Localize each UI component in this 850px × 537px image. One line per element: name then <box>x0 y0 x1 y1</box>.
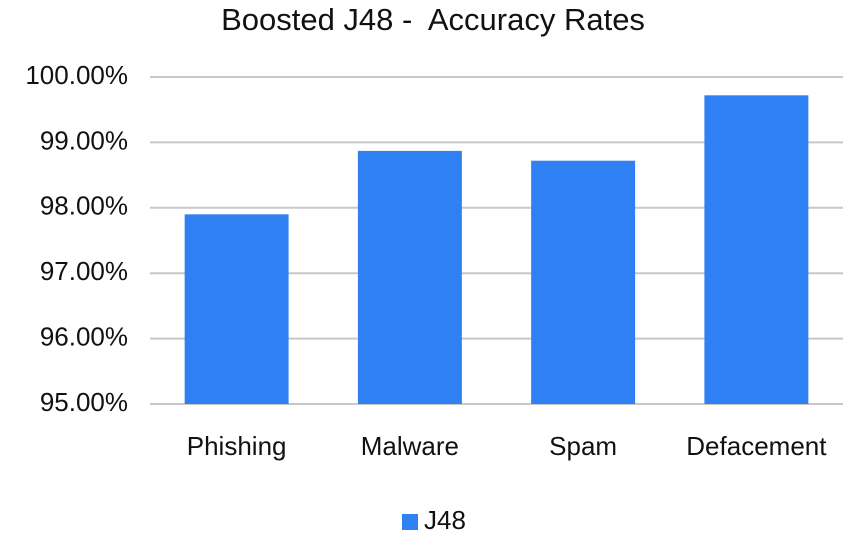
x-tick-label: Defacement <box>686 431 827 461</box>
x-tick-label: Phishing <box>187 431 287 461</box>
x-tick-label: Spam <box>549 431 617 461</box>
y-tick-label: 98.00% <box>40 191 128 221</box>
y-tick-label: 95.00% <box>40 387 128 417</box>
x-tick-label: Malware <box>361 431 459 461</box>
bar <box>704 95 809 404</box>
bar <box>357 150 462 404</box>
legend-swatch <box>402 514 418 530</box>
y-tick-label: 100.00% <box>25 60 128 90</box>
bar <box>531 160 636 404</box>
y-tick-label: 99.00% <box>40 125 128 155</box>
y-tick-label: 97.00% <box>40 256 128 286</box>
bar <box>184 214 289 404</box>
y-tick-label: 96.00% <box>40 321 128 351</box>
chart-title: Boosted J48 - Accuracy Rates <box>221 2 645 37</box>
legend-label: J48 <box>424 505 466 535</box>
